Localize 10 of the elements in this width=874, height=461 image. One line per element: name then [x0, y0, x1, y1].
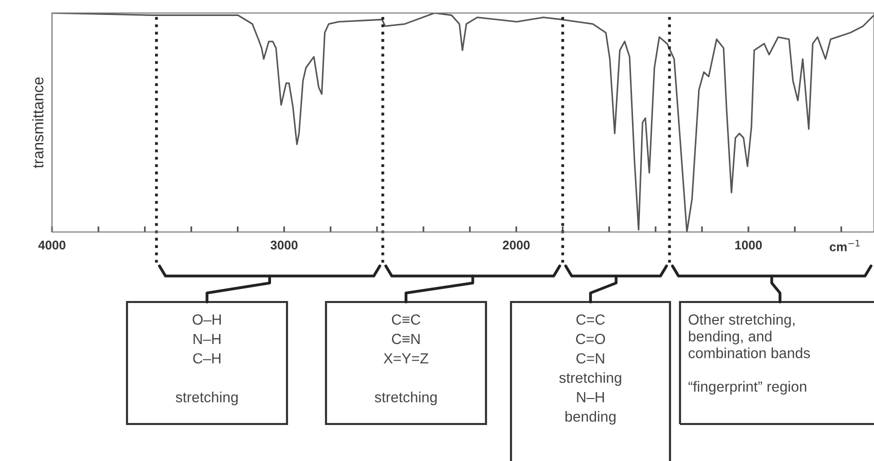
y-axis-title: transmittance [32, 77, 44, 168]
x-tick-label: 2000 [502, 240, 530, 250]
text: Other stretching, bending, and combination bands “fingerprint” region [688, 314, 810, 395]
x-axis-title: cm$^{−1}$ [830, 240, 860, 252]
text: C≡C C≡N X=Y=Z stretching [374, 314, 437, 406]
x-tick-label: 1000 [735, 240, 762, 250]
x-tick-label: 3000 [270, 240, 298, 250]
text: O–H N–H C–H stretching [176, 314, 238, 406]
x-tick-label: 4000 [38, 240, 66, 250]
text: C=C C=O C=N stretching N–H bending [559, 314, 622, 425]
